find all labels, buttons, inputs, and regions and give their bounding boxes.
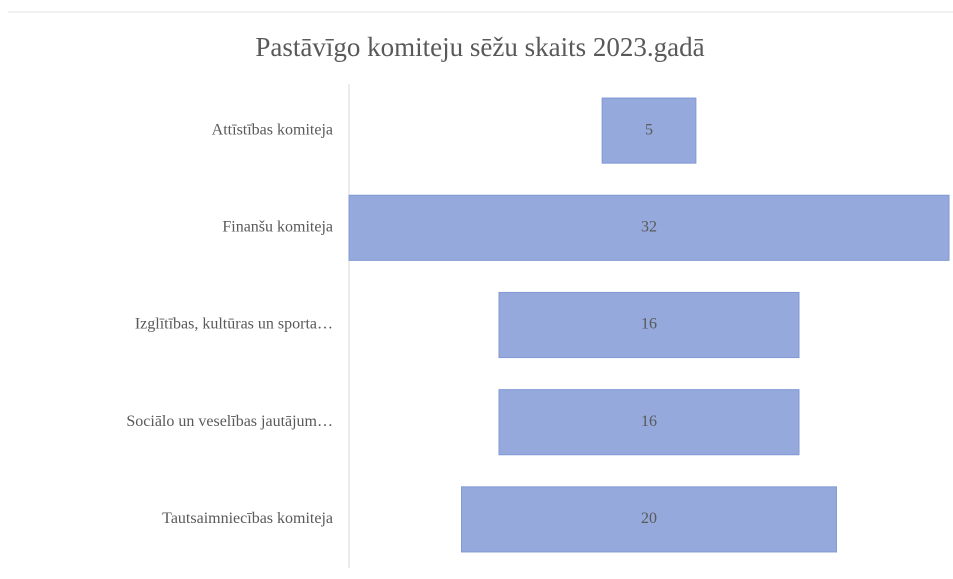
bar — [348, 194, 950, 261]
bar — [498, 291, 800, 359]
data-label: 16 — [641, 413, 657, 430]
bar — [461, 486, 837, 553]
data-label: 32 — [641, 218, 657, 235]
category-label: Tautsaimniecības komiteja — [162, 510, 333, 527]
bar — [601, 97, 697, 164]
data-label: 16 — [641, 316, 657, 333]
chart-title: Pastāvīgo komiteju sēžu skaits 2023.gadā — [255, 32, 704, 62]
bar — [498, 389, 800, 456]
category-label: Finanšu komiteja — [222, 218, 333, 235]
data-label: 5 — [645, 121, 653, 138]
category-label: Izglītības, kultūras un sporta… — [135, 316, 333, 333]
data-label: 20 — [641, 510, 657, 527]
category-label: Sociālo un veselības jautājum… — [126, 413, 333, 430]
category-label: Attīstības komiteja — [212, 121, 333, 138]
